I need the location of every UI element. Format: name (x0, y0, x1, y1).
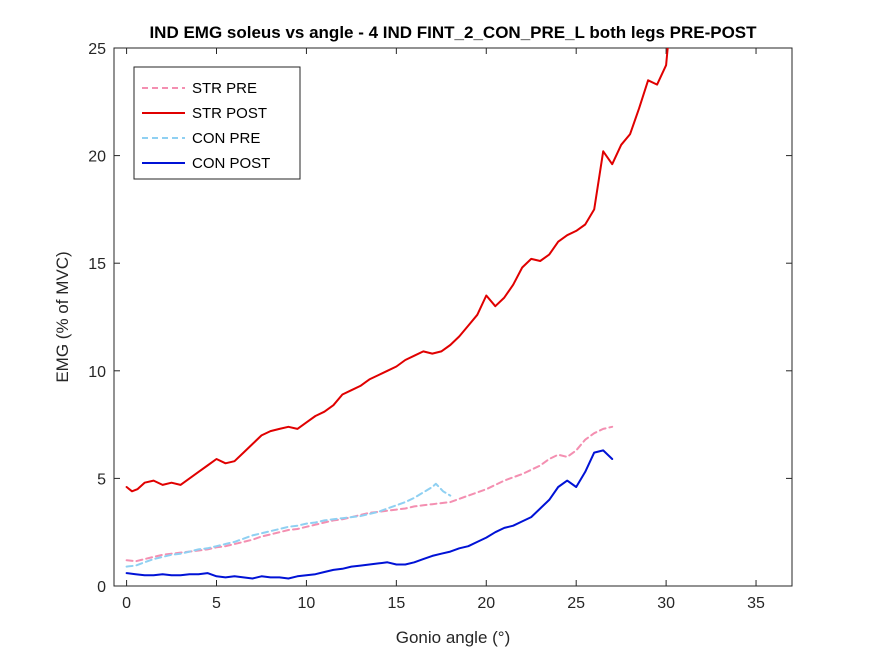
series-line-str-post (125, 48, 669, 493)
legend-label: CON PRE (192, 130, 260, 147)
y-tick-label: 0 (97, 579, 106, 596)
plot-frame (113, 47, 793, 587)
legend-box (133, 66, 301, 180)
x-tick-label: 25 (567, 595, 585, 612)
y-axis-label: EMG (% of MVC) (53, 251, 72, 382)
series-line-str-pre (125, 425, 614, 563)
y-tick-label: 5 (97, 471, 106, 488)
chart-title: IND EMG soleus vs angle - 4 IND FINT_2_C… (149, 23, 757, 42)
series-line-con-pre (125, 482, 452, 568)
x-tick-label: 20 (477, 595, 495, 612)
x-tick-label: 15 (387, 595, 405, 612)
legend-label: STR POST (192, 105, 267, 122)
x-axis: 0 5 10 15 20 25 30 35 (122, 48, 765, 612)
y-tick-label: 10 (88, 364, 106, 381)
x-tick-label: 30 (657, 595, 675, 612)
y-tick-label: 20 (88, 149, 106, 166)
series-line-con-post (125, 449, 614, 580)
x-tick-label: 5 (212, 595, 221, 612)
legend-label: CON POST (192, 155, 270, 172)
y-tick-label: 15 (88, 256, 106, 273)
series-layer (125, 48, 669, 580)
x-tick-label: 35 (747, 595, 765, 612)
legend: STR PRE STR POST CON PRE CON POST (133, 66, 301, 180)
legend-label: STR PRE (192, 80, 257, 97)
y-axis: 0 5 10 15 20 25 (88, 41, 792, 596)
x-tick-label: 0 (122, 595, 131, 612)
x-axis-label: Gonio angle (°) (396, 628, 511, 647)
y-tick-label: 25 (88, 41, 106, 58)
x-tick-label: 10 (298, 595, 316, 612)
